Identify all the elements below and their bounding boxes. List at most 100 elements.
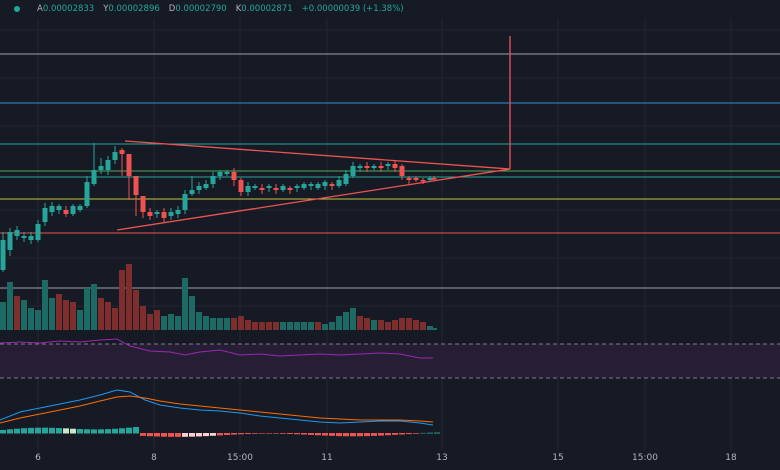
volume-bar	[252, 322, 258, 330]
macd-bar	[399, 433, 405, 435]
candle-body	[224, 172, 230, 174]
volume-bar	[420, 322, 426, 330]
candles	[0, 143, 437, 272]
volume-bar	[49, 298, 55, 330]
low-value: D0.00002790	[168, 4, 227, 14]
candle-body	[35, 224, 41, 240]
volume-bar	[413, 320, 419, 330]
rsi-band	[0, 344, 780, 378]
volume-bar	[63, 300, 69, 330]
volume-bar	[140, 306, 146, 330]
candle-body	[14, 230, 20, 236]
volume-bar	[203, 316, 209, 330]
candle-body	[378, 166, 384, 168]
macd-histogram	[0, 427, 440, 437]
candle-body	[357, 166, 363, 168]
triangle-pattern	[116, 36, 511, 231]
macd-bar	[182, 433, 188, 437]
high-value: Y0.00002896	[103, 4, 160, 14]
macd-bar	[217, 433, 223, 436]
candle-body	[182, 194, 188, 210]
macd-bar	[196, 433, 202, 437]
macd-bar	[280, 433, 286, 434]
volume-bar	[98, 298, 104, 330]
volume-bar	[399, 318, 405, 330]
volume-bar	[406, 318, 412, 330]
candle-body	[56, 206, 62, 210]
candle-body	[231, 172, 237, 180]
candle-body	[399, 166, 405, 176]
candle-body	[112, 152, 118, 160]
volume-bar	[35, 310, 41, 330]
candle-body	[322, 182, 328, 186]
macd-bar	[56, 428, 62, 434]
volume-bar	[322, 324, 328, 330]
candle-body	[98, 166, 104, 170]
volume-bar	[175, 316, 181, 330]
macd-bar	[287, 433, 293, 434]
volume-bar	[14, 296, 20, 330]
volume-bar	[259, 322, 265, 330]
candle-body	[280, 186, 286, 190]
volume-bar	[217, 318, 223, 330]
macd-bar	[427, 432, 433, 434]
macd-bar	[434, 432, 440, 434]
candle-body	[147, 212, 153, 216]
candle-body	[245, 186, 251, 192]
macd-bar	[70, 428, 76, 434]
volume-bar	[378, 320, 384, 330]
macd-bar	[14, 428, 20, 434]
volume-bar	[266, 322, 272, 330]
macd-bar	[77, 429, 83, 434]
candle-body	[196, 186, 202, 190]
candle-body	[217, 172, 223, 176]
volume-bar	[70, 302, 76, 330]
volume-bar	[315, 322, 321, 330]
macd-bar	[112, 428, 118, 434]
volume-bar	[287, 322, 293, 330]
candle-body	[119, 150, 125, 154]
macd-bar	[84, 429, 90, 434]
macd-bar	[168, 433, 174, 437]
volume-bar	[91, 284, 97, 330]
volume-bar	[77, 310, 83, 330]
macd-bar	[252, 433, 258, 434]
volume-bar	[210, 318, 216, 330]
candle-body	[84, 182, 90, 206]
volume-bar	[385, 322, 391, 330]
volume-bar	[161, 316, 167, 330]
candle-body	[105, 160, 111, 170]
macd-bar	[245, 433, 251, 434]
macd-bar	[91, 429, 97, 434]
volume-bar	[154, 310, 160, 330]
volume-bar	[133, 290, 139, 330]
time-label: 15	[552, 453, 564, 463]
candle-body	[189, 190, 195, 194]
candle-body	[7, 232, 13, 250]
volume-bar	[371, 320, 377, 330]
candle-body	[350, 166, 356, 176]
macd-bar	[301, 433, 307, 435]
candle-body	[175, 210, 181, 214]
volume-bar	[168, 314, 174, 330]
candle-body	[28, 236, 34, 240]
candle-body	[392, 164, 398, 168]
macd-bar	[329, 433, 335, 436]
candle-body	[301, 184, 307, 188]
volume-bar	[182, 278, 188, 330]
volume-bar	[0, 302, 6, 330]
volume-bar	[308, 322, 314, 330]
volume-bar	[343, 312, 349, 330]
time-label: 13	[436, 453, 448, 463]
candle-body	[168, 212, 174, 216]
candle-body	[294, 186, 300, 188]
macd-bar	[98, 429, 104, 434]
volume-bar	[336, 316, 342, 330]
volume-bar	[189, 296, 195, 330]
volume-bar	[357, 316, 363, 330]
candle-body	[371, 166, 377, 168]
candle-body	[336, 180, 342, 186]
volume-bar	[329, 322, 335, 330]
time-label: 15:00	[227, 453, 253, 463]
